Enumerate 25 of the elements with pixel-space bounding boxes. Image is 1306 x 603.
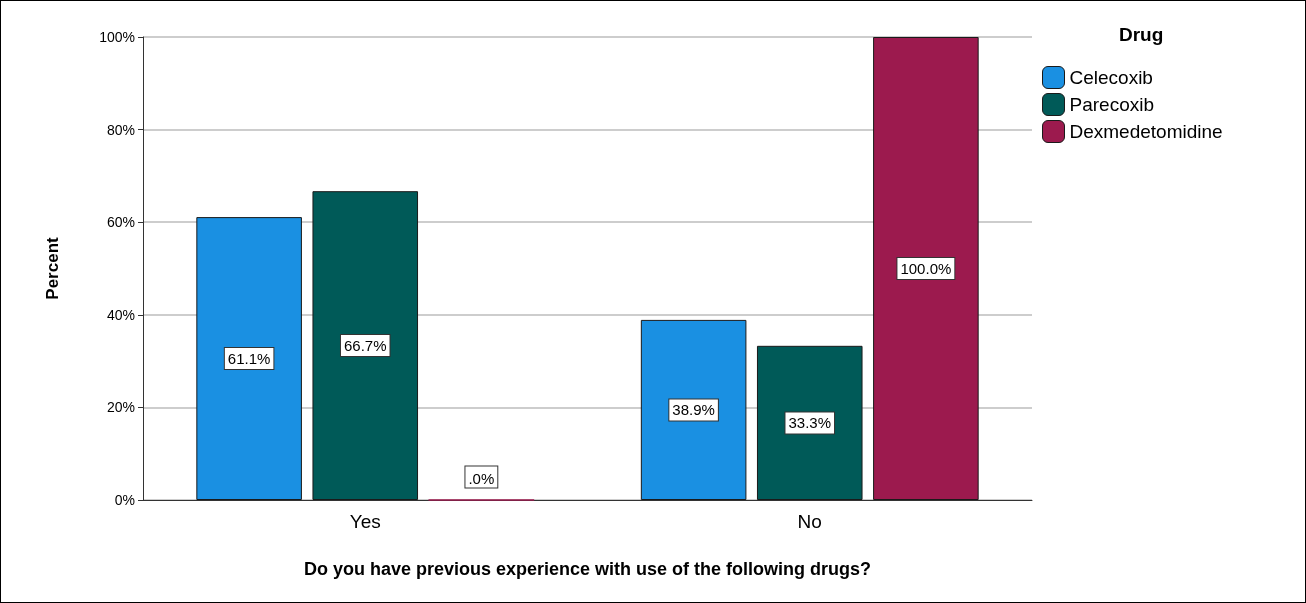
bar	[196, 217, 302, 500]
bar	[873, 37, 979, 500]
data-label: 66.7%	[343, 337, 387, 355]
x-tick-label: No	[797, 511, 822, 532]
y-tick-label: 60%	[106, 214, 135, 231]
y-tick-label: 100%	[99, 29, 135, 45]
y-axis-title: Percent	[43, 236, 62, 300]
legend-label: Parecoxib	[1069, 94, 1154, 115]
x-tick-label: Yes	[349, 511, 381, 532]
bar	[640, 319, 747, 500]
data-label: 61.1%	[227, 350, 271, 368]
data-label: 33.3%	[788, 414, 832, 432]
legend-label: Celecoxib	[1069, 67, 1153, 88]
legend-title: Drug	[1119, 24, 1164, 45]
data-label: 38.9%	[672, 401, 715, 419]
legend-label: Dexmedetomidine	[1069, 121, 1223, 142]
bar	[312, 191, 419, 500]
y-tick-label: 40%	[106, 306, 135, 323]
data-label: 100.0%	[900, 260, 952, 277]
y-tick-label: 20%	[106, 399, 135, 416]
y-tick-label: 0%	[114, 492, 135, 508]
y-tick-label: 80%	[106, 121, 135, 138]
x-axis-title: Do you have previous experience with use of the following drugs?	[303, 559, 872, 579]
data-label: .0%	[468, 469, 495, 487]
bar	[756, 345, 863, 500]
